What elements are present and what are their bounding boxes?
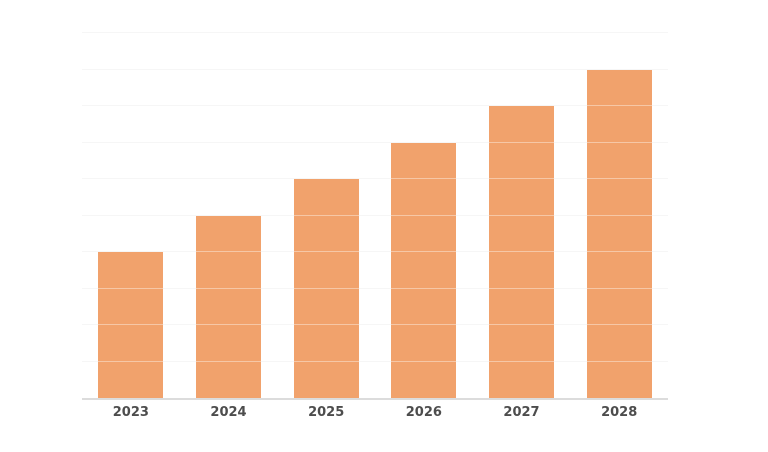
bar-slot-2023 (82, 33, 180, 398)
bar-2027 (489, 106, 555, 398)
bar-slot-2025 (277, 33, 375, 398)
x-tick-label-2025: 2025 (308, 405, 345, 420)
bar-slot-2026 (375, 33, 473, 398)
bar-slot-2027 (473, 33, 571, 398)
plot-area (82, 32, 668, 400)
x-tick-label-2024: 2024 (210, 405, 247, 420)
x-tick-label-2028: 2028 (601, 405, 638, 420)
x-tick-label-2023: 2023 (112, 405, 149, 420)
bar-slot-2024 (180, 33, 278, 398)
bar-2028 (586, 69, 652, 398)
x-tick-label-2027: 2027 (503, 405, 540, 420)
bar-2023 (98, 252, 164, 398)
bar-2026 (391, 142, 457, 398)
x-axis-labels: 2023 2024 2025 2026 2027 2028 (82, 404, 668, 422)
bar-series (82, 33, 668, 398)
x-axis-line (82, 398, 668, 400)
x-tick-label-2026: 2026 (405, 405, 442, 420)
bar-slot-2028 (570, 33, 668, 398)
bar-2024 (196, 215, 261, 398)
bar-2025 (293, 179, 359, 398)
